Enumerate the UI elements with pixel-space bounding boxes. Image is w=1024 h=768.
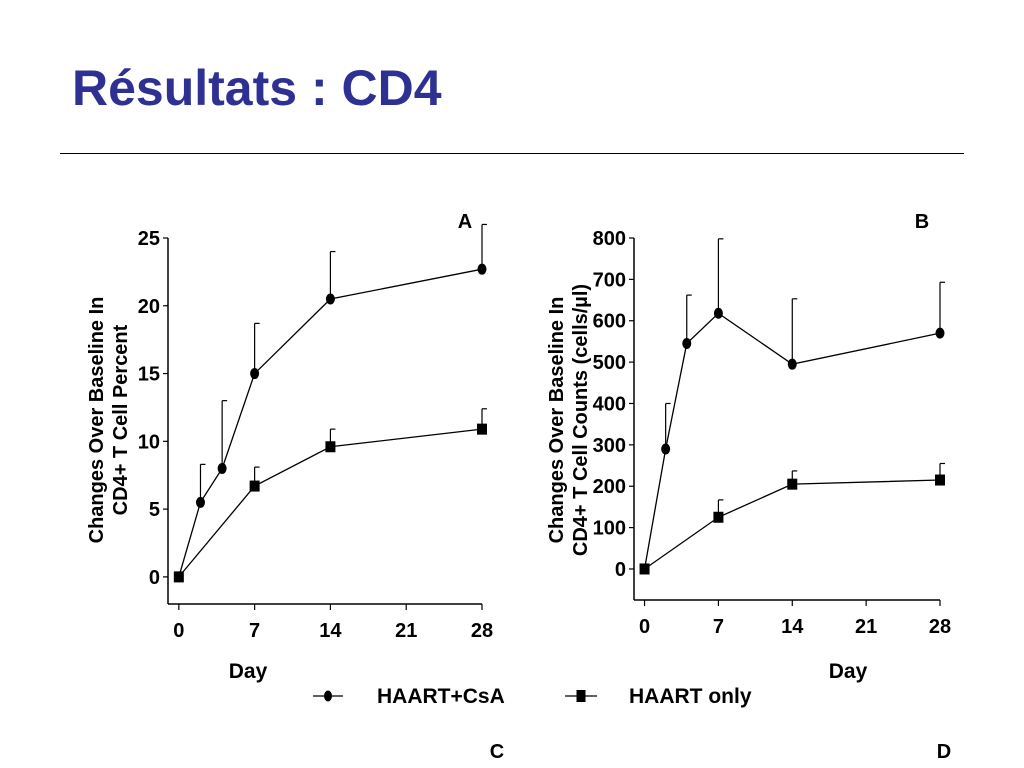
chart-panel-a: 0 5 10 15 20 25 0 7 14 21 28 Day Changes Over Baseli… <box>86 211 493 683</box>
x-tick-label: 28 <box>929 616 951 638</box>
legend: HAART+CsA HAART only <box>313 685 752 708</box>
data-point-circle <box>250 368 260 380</box>
corner-label-d: D <box>937 741 951 763</box>
series-line-haart-only <box>178 428 483 578</box>
legend-label: HAART only <box>629 685 752 708</box>
y-tick-label: 0 <box>615 559 626 581</box>
y-tick-label: 25 <box>138 228 160 250</box>
chart-panel-b: 0 100 200 300 400 500 600 700 800 0 7 14 21 28 Day Chan… <box>546 211 951 683</box>
x-tick-label: 21 <box>855 616 877 638</box>
y-axis-label-line: CD4+ T Cell Counts (cells/µl) <box>570 284 592 556</box>
x-tick-label: 14 <box>319 620 342 642</box>
data-point-circle <box>787 358 797 370</box>
y-tick-label: 500 <box>593 352 626 374</box>
data-point-square <box>325 441 336 453</box>
series-line-haart-only <box>644 479 941 570</box>
data-point-square <box>249 480 260 492</box>
y-tick-label: 400 <box>593 393 626 415</box>
title-divider <box>60 153 964 154</box>
panel-label: A <box>458 211 472 233</box>
data-point-circle <box>661 443 671 455</box>
data-point-square <box>173 571 184 583</box>
y-axis-label-line: Changes Over Baseline In <box>86 297 108 544</box>
y-axis-label-line: CD4+ T Cell Percent <box>110 324 132 515</box>
corner-label-c: C <box>490 741 504 763</box>
y-tick-label: 700 <box>593 269 626 291</box>
x-tick-label: 28 <box>471 620 493 642</box>
series-line-haart-csa <box>178 268 483 578</box>
data-point-square <box>639 563 650 575</box>
y-tick-label: 100 <box>593 518 626 540</box>
data-point-circle <box>935 327 945 339</box>
data-point-square <box>713 511 724 523</box>
x-axis-label: Day <box>229 660 268 683</box>
y-tick-label: 5 <box>149 499 160 521</box>
data-point-square <box>787 478 798 490</box>
y-tick-label: 15 <box>138 364 160 386</box>
data-point-circle <box>477 263 487 275</box>
legend-marker-circle <box>324 690 332 702</box>
panel-label: B <box>915 211 929 233</box>
slide-title: Résultats : CD4 <box>72 60 442 116</box>
series-line-haart-csa <box>643 312 941 570</box>
x-tick-label: 14 <box>781 616 804 638</box>
legend-marker-square <box>576 690 586 702</box>
y-tick-label: 300 <box>593 435 626 457</box>
y-tick-label: 600 <box>593 311 626 333</box>
data-point-circle <box>713 307 723 319</box>
x-tick-label: 7 <box>713 616 724 638</box>
data-point-circle <box>217 462 227 474</box>
data-point-circle <box>195 496 205 508</box>
y-axis-label-line: Changes Over Baseline In <box>546 297 568 544</box>
y-tick-label: 20 <box>138 296 160 318</box>
x-tick-label: 0 <box>639 616 650 638</box>
y-tick-label: 10 <box>138 431 160 453</box>
y-tick-label: 800 <box>593 228 626 250</box>
y-tick-label: 200 <box>593 476 626 498</box>
y-tick-label: 0 <box>149 567 160 589</box>
data-point-square <box>935 474 945 486</box>
x-tick-label: 21 <box>395 620 417 642</box>
data-point-square <box>477 423 487 435</box>
x-tick-label: 7 <box>249 620 260 642</box>
data-point-circle <box>682 337 692 349</box>
data-point-circle <box>325 293 335 305</box>
x-tick-label: 0 <box>173 620 184 642</box>
legend-label: HAART+CsA <box>377 685 505 708</box>
x-axis-label: Day <box>829 660 868 683</box>
